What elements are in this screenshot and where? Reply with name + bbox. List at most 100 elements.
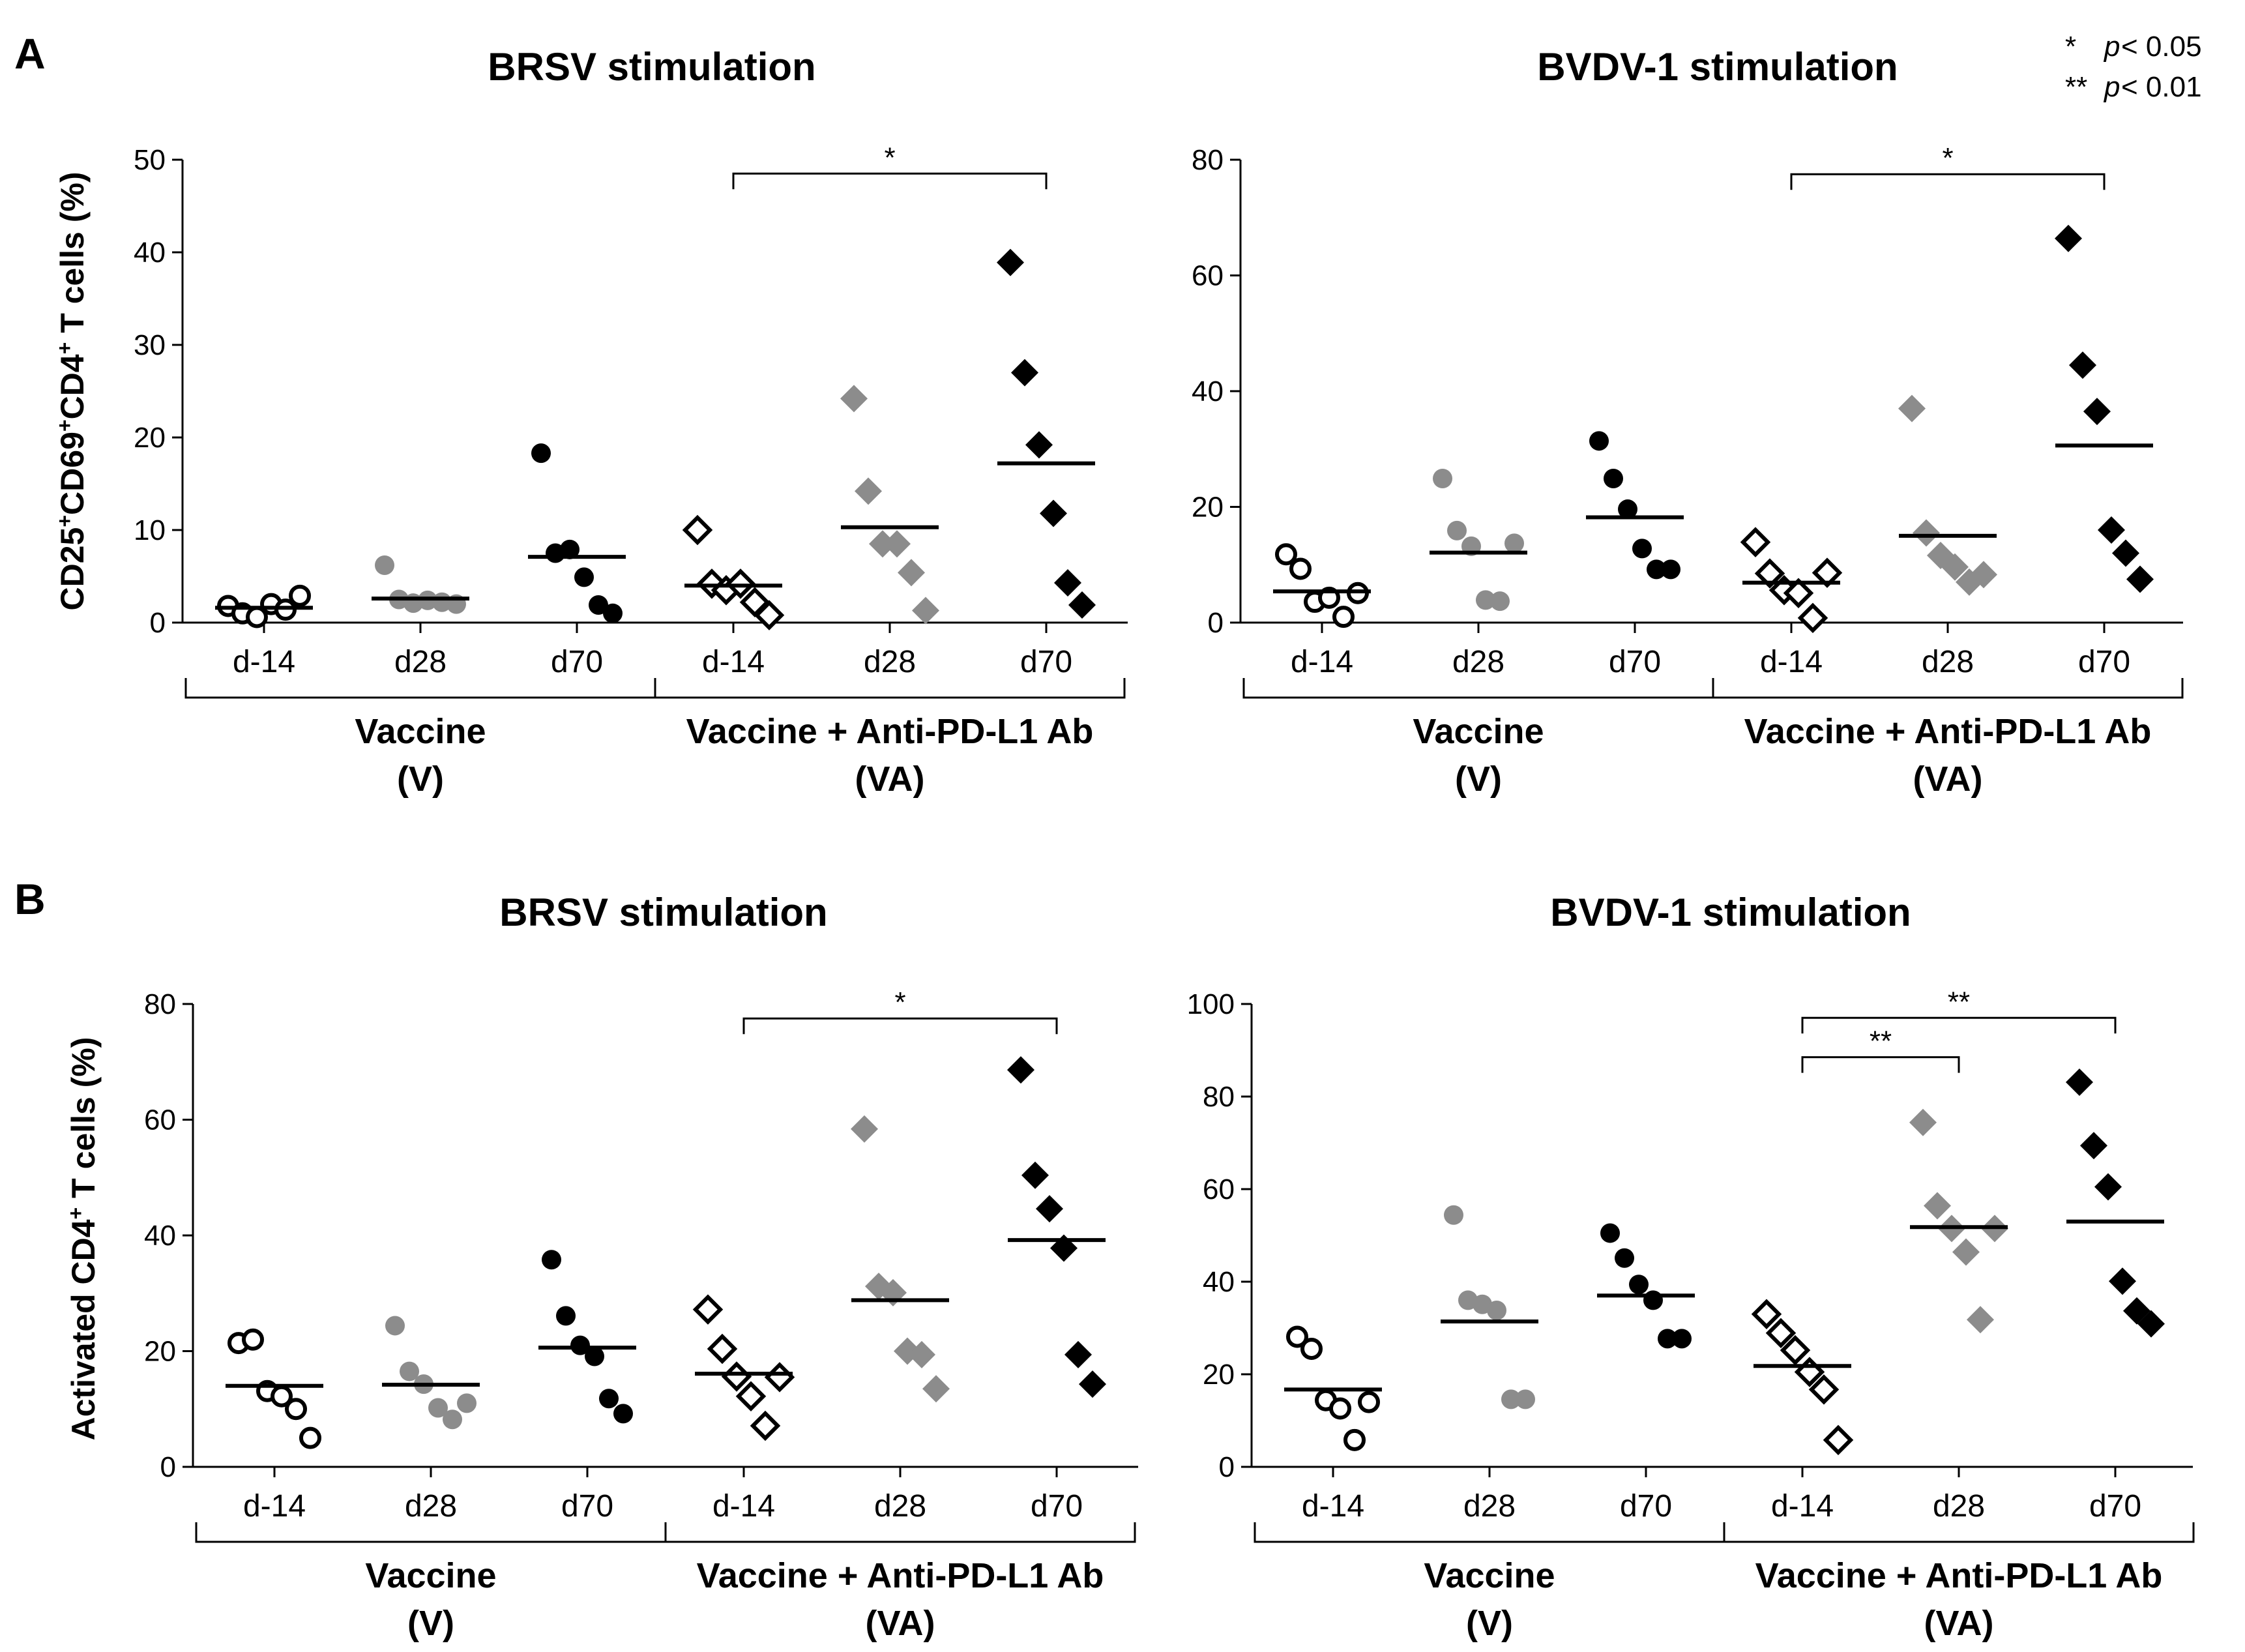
series-va-d28 — [851, 1115, 950, 1403]
data-point — [589, 595, 608, 615]
series-va-d28 — [840, 385, 939, 625]
data-point — [242, 1328, 264, 1351]
x-tick-label: d-14 — [712, 1489, 775, 1524]
series-va-d-14 — [1740, 527, 1843, 634]
x-tick-label: d28 — [394, 645, 447, 679]
data-point — [1332, 606, 1355, 628]
series-va-d70 — [2055, 224, 2154, 593]
group-sublabel: (V) — [407, 1604, 454, 1643]
data-point — [2094, 1173, 2122, 1201]
series-v-d-14 — [1273, 543, 1371, 628]
data-point — [428, 1398, 448, 1418]
y-axis-label: Activated CD4+ T cells (%) — [64, 1037, 102, 1441]
data-point — [997, 248, 1024, 276]
x-tick-label: d-14 — [702, 645, 765, 679]
group-label: Vaccine — [355, 712, 486, 751]
y-tick-label: 80 — [1192, 144, 1224, 176]
data-point — [1079, 1370, 1106, 1398]
x-tick-label: d-14 — [233, 645, 295, 679]
data-point — [908, 1340, 935, 1368]
y-tick-label: 0 — [1219, 1451, 1235, 1483]
y-axis-label-part: T cells (%) — [54, 172, 91, 342]
x-tick-label: d-14 — [243, 1489, 306, 1524]
group-label: Vaccine — [1413, 712, 1544, 751]
y-tick-label: 0 — [150, 607, 166, 639]
x-tick-label: d70 — [1031, 1489, 1083, 1524]
data-point — [2112, 539, 2139, 567]
data-point — [1924, 1192, 1951, 1220]
data-point — [764, 1362, 795, 1393]
data-point — [1289, 557, 1312, 580]
legend-p-2: p — [2103, 71, 2120, 103]
data-point — [1064, 1340, 1092, 1368]
data-point — [457, 1393, 477, 1413]
x-tick-label: d70 — [1620, 1489, 1672, 1524]
x-tick-label: d70 — [2078, 645, 2130, 679]
y-tick-label: 0 — [160, 1451, 176, 1483]
data-point — [840, 385, 868, 413]
y-axis-label: CD25+CD69+CD4+ T cells (%) — [53, 172, 91, 611]
y-tick-label: 40 — [144, 1220, 176, 1252]
y-axis-label-part: + — [53, 342, 76, 355]
series-v-d70 — [1586, 431, 1684, 580]
x-tick-label: d-14 — [1760, 645, 1823, 679]
y-tick-label: 100 — [1187, 988, 1235, 1020]
group-label: Vaccine + Anti-PD-L1 Ab — [697, 1556, 1104, 1595]
series-v-d70 — [538, 1250, 636, 1424]
data-point — [299, 1426, 321, 1449]
group-sublabel: (VA) — [1924, 1604, 1994, 1643]
data-point — [1647, 559, 1666, 580]
significance-star: * — [884, 141, 895, 173]
y-tick-label: 80 — [1203, 1081, 1235, 1113]
significance-star: ** — [1948, 986, 1970, 1018]
panel-letter-b: B — [14, 875, 46, 923]
data-point — [2137, 1310, 2165, 1338]
group-label: Vaccine — [365, 1556, 496, 1595]
data-point — [1021, 1161, 1049, 1189]
x-tick-label: d70 — [1609, 645, 1661, 679]
data-point — [1501, 1389, 1521, 1409]
significance-star: * — [894, 986, 905, 1018]
data-point — [721, 1361, 752, 1392]
legend-stars-1: * — [2065, 31, 2076, 63]
legend-p-1: p — [2103, 31, 2120, 63]
data-point — [375, 555, 394, 575]
data-point — [869, 530, 896, 558]
data-point — [692, 1294, 724, 1325]
data-point — [1516, 1389, 1535, 1409]
y-axis-label-part: CD69 — [54, 432, 91, 515]
data-point — [400, 1361, 419, 1381]
data-point — [1447, 520, 1467, 540]
data-point — [735, 1381, 767, 1411]
data-point — [1504, 533, 1524, 553]
data-point — [1797, 602, 1828, 634]
significance-bracket — [1801, 1016, 2117, 1034]
legend-stars-2: ** — [2065, 71, 2087, 103]
y-axis-label-part: + — [53, 419, 76, 432]
y-tick-label: 0 — [1208, 607, 1224, 639]
significance-star: ** — [1870, 1025, 1892, 1057]
x-tick-label: d28 — [874, 1489, 926, 1524]
data-point — [1487, 1301, 1506, 1321]
x-tick-label: d-14 — [1291, 645, 1353, 679]
y-tick-label: 20 — [134, 422, 166, 454]
group-bracket — [184, 678, 656, 699]
chart-3: BRSV stimulation Activated CD4+ T cells (… — [64, 891, 1138, 1643]
data-point — [1343, 1428, 1366, 1451]
series-va-d-14 — [1751, 1299, 1854, 1456]
data-point — [570, 1335, 590, 1355]
y-tick-label: 60 — [1192, 260, 1224, 292]
group-sublabel: (V) — [397, 760, 444, 799]
data-point — [1672, 1329, 1692, 1349]
data-point — [1780, 1335, 1811, 1366]
chart-title: BRSV stimulation — [499, 891, 827, 934]
data-point — [560, 539, 580, 559]
y-axis-label-part: + — [64, 1207, 87, 1220]
data-point — [1025, 431, 1053, 459]
data-point — [1643, 1290, 1663, 1310]
group-sublabel: (VA) — [866, 1604, 935, 1643]
series-v-d28 — [1430, 469, 1527, 612]
significance-star: * — [1942, 142, 1953, 174]
data-point — [542, 1250, 561, 1270]
